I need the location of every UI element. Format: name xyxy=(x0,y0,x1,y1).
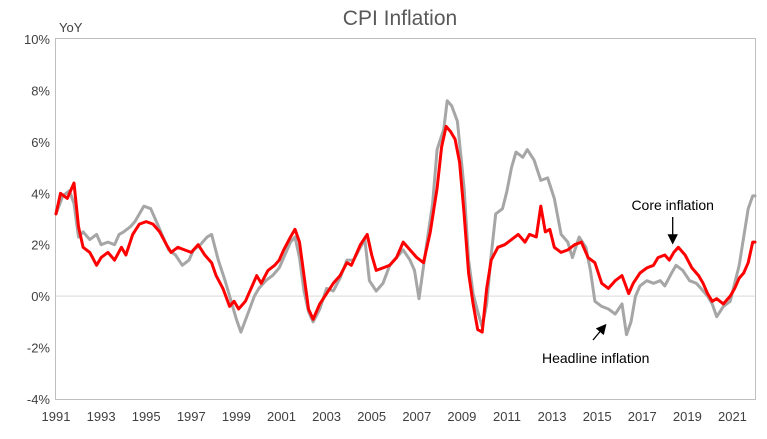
series-line-core-inflation xyxy=(54,124,757,334)
x-tick-label: 1997 xyxy=(177,409,206,424)
y-axis-label: YoY xyxy=(59,20,83,35)
x-tick-label: 2013 xyxy=(538,409,567,424)
x-tick-label: 1991 xyxy=(42,409,71,424)
x-tick-label: 2005 xyxy=(357,409,386,424)
annotation-label: Headline inflation xyxy=(542,350,649,366)
annotation-arrow xyxy=(592,323,607,341)
y-axis: -4% -2% 0% 2% 4% 6% 8% 10% xyxy=(24,32,50,407)
y-tick-label: 2% xyxy=(31,238,50,253)
x-tick-label: 2003 xyxy=(312,409,341,424)
x-tick-label: 2007 xyxy=(402,409,431,424)
x-tick-label: 2015 xyxy=(583,409,612,424)
x-axis: 1991 1993 1995 1997 1999 2001 2003 2005 2007 2009… xyxy=(42,409,747,424)
x-tick-label: 2021 xyxy=(718,409,747,424)
y-tick-label: 6% xyxy=(31,135,50,150)
x-tick-label: 2017 xyxy=(628,409,657,424)
y-tick-label: 8% xyxy=(31,83,50,98)
annotation-label: Core inflation xyxy=(631,197,714,213)
x-tick-label: 1995 xyxy=(132,409,161,424)
x-tick-label: 2001 xyxy=(267,409,296,424)
y-tick-label: 10% xyxy=(24,32,50,47)
x-tick-label: 1993 xyxy=(87,409,116,424)
annotation-layer: Core inflation Headline inflation xyxy=(542,197,714,366)
y-tick-label: 0% xyxy=(31,289,50,304)
x-tick-label: 2009 xyxy=(447,409,476,424)
chart-title: CPI Inflation xyxy=(343,7,457,30)
x-tick-label: 2019 xyxy=(673,409,702,424)
x-tick-label: 2011 xyxy=(493,409,521,424)
y-tick-label: -2% xyxy=(27,341,51,356)
x-tick-label: 1999 xyxy=(222,409,251,424)
y-tick-label: 4% xyxy=(31,186,50,201)
plot-area-border xyxy=(55,38,756,400)
y-tick-label: -4% xyxy=(27,392,51,407)
series-layer xyxy=(54,99,757,337)
